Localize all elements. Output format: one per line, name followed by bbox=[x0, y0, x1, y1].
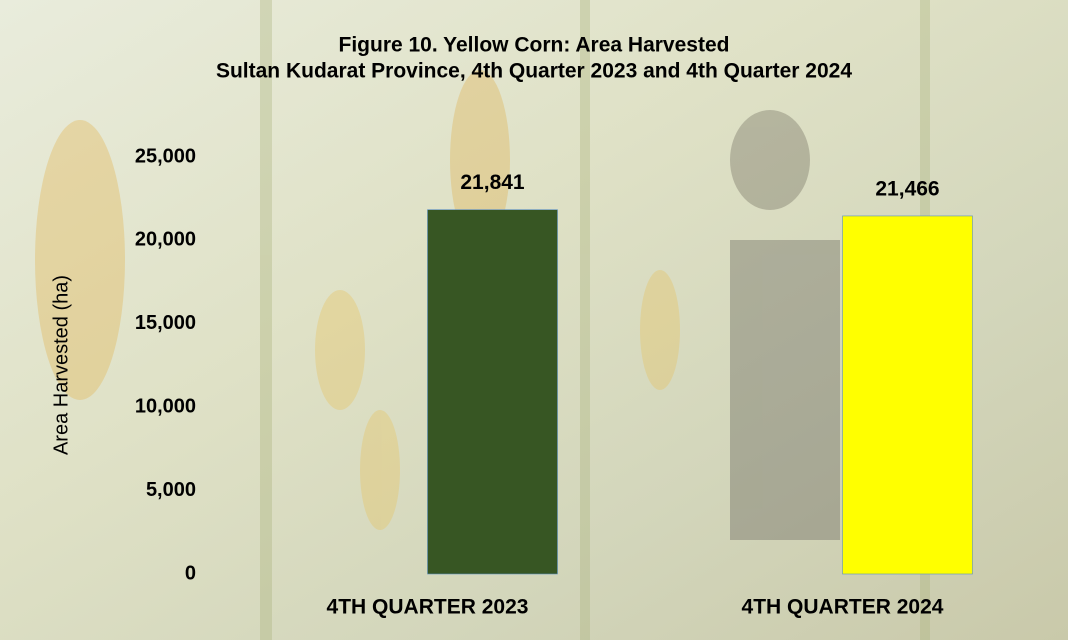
chart-subtitle: Sultan Kudarat Province, 4th Quarter 202… bbox=[216, 60, 852, 83]
y-tick-label: 10,000 bbox=[135, 395, 196, 417]
y-tick-label: 0 bbox=[185, 562, 196, 584]
x-tick-label: 4TH QUARTER 2023 bbox=[327, 596, 529, 619]
y-axis-label: Area Harvested (ha) bbox=[50, 275, 72, 455]
chart-title: Figure 10. Yellow Corn: Area Harvested bbox=[339, 34, 730, 57]
value-label: 21,466 bbox=[875, 177, 939, 200]
background-photo bbox=[35, 0, 930, 640]
y-tick-label: 15,000 bbox=[135, 312, 196, 334]
bar bbox=[427, 209, 558, 575]
bar bbox=[842, 215, 973, 575]
y-tick-label: 20,000 bbox=[135, 229, 196, 251]
y-tick-label: 5,000 bbox=[146, 479, 196, 501]
value-label: 21,841 bbox=[460, 171, 525, 194]
y-tick-label: 25,000 bbox=[135, 145, 196, 167]
x-tick-label: 4TH QUARTER 2024 bbox=[742, 596, 944, 619]
